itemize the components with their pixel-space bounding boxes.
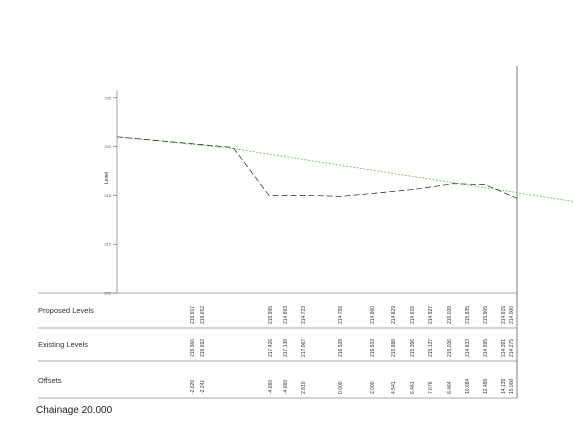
table-cell-value: 8.464 [447,381,453,394]
table-cell-value: 214.860 [370,306,376,324]
table-cell-value: 15.000 [509,378,515,394]
table-cell-value: 214.919 [410,306,416,324]
table-cell-value: 216.528 [338,339,344,357]
table-cell-value: 215.995 [268,306,274,324]
table-cell-value: 215.356 [410,339,416,357]
table-cell-value: 214.391 [501,339,507,357]
table-cell-value: 215.039 [447,306,453,324]
table-cell-value: 6.461 [410,381,416,394]
existing-levels-label: Existing Levels [38,340,89,349]
y-tick-label: 220 [104,144,111,149]
table-cell-value: 214.815 [501,306,507,324]
table-cell-value: 2.000 [370,381,376,394]
table-cell-value: 215.036 [447,339,453,357]
table-cell-value: 214.829 [391,306,397,324]
table-cell-value: 214.000 [509,306,515,324]
table-cell-value: 214.893 [283,306,289,324]
table-cell-value: 215.905 [483,306,489,324]
proposed-levels-label: Proposed Levels [38,306,94,315]
table-cell-value: 14.135 [501,378,507,394]
table-cell-value: 215.835 [465,306,471,324]
table-cell-value: 214.633 [465,339,471,357]
table-cell-value: 217.426 [268,339,274,357]
table-cell-value: 217.067 [301,339,307,357]
table-cell-value: 214.595 [483,339,489,357]
chainage-label: Chainage 20.000 [36,405,113,416]
table-frame [38,292,517,399]
table-cell-value: 215.532 [370,339,376,357]
table-cell-value: -2.241 [200,380,206,394]
table-cell-value: 214.759 [338,306,344,324]
y-tick-label: 210 [104,242,111,247]
table-cell-value: 12.495 [483,378,489,394]
table-cell-value: 10.684 [465,378,471,394]
table-cell-value: 215.137 [428,339,434,357]
series-layer [116,136,573,202]
table-cell-value: 214.275 [509,339,515,357]
table-cell-value: 7.676 [428,381,434,394]
table-cell-value: 0.000 [338,381,344,394]
table-cell-value: 2.810 [301,381,307,394]
table-cell-value: -4.660 [283,380,289,394]
table-cell-value: 214.927 [428,306,434,324]
table-cell-value: 219.917 [190,306,196,324]
table-values: 219.917 219.652 215.995 214.893 214.723 214.7… [190,306,515,394]
table-cell-value: 219.966 [190,339,196,357]
table-cell-value: 219.652 [200,306,206,324]
y-tick-label: 225 [104,95,111,100]
table-cell-value: 215.888 [391,339,397,357]
table-cell-value: 219.692 [200,339,206,357]
table-cell-value: -4.660 [268,380,274,394]
table-cell-value: 214.723 [301,306,307,324]
y-axis-label: Level [104,172,110,184]
proposed-level-line [116,136,573,202]
existing-level-line [116,136,518,199]
table-cell-value: 217.138 [283,339,289,357]
y-tick-label: 215 [104,193,111,198]
table-cell-value: 4.541 [391,381,397,394]
offsets-label: Offsets [38,376,62,385]
table-cell-value: -2.626 [190,380,196,394]
